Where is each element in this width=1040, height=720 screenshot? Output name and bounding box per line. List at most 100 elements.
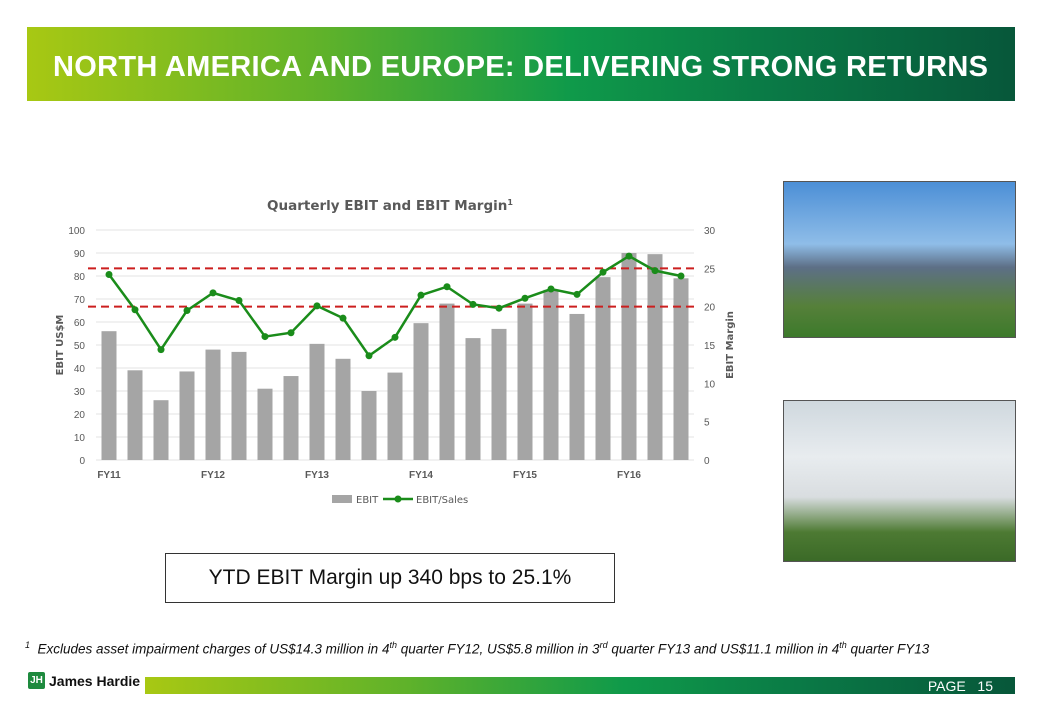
point-ebit-sales — [625, 252, 633, 260]
bar-ebit — [673, 278, 689, 460]
bar-ebit — [283, 376, 299, 460]
point-ebit-sales — [209, 289, 217, 297]
footnote-text: Excludes asset impairment charges of US$… — [37, 641, 390, 657]
point-ebit-sales — [261, 333, 269, 341]
x-tick-label: FY13 — [305, 470, 329, 481]
y-tick-label: 20 — [74, 410, 86, 421]
bar-ebit — [621, 253, 637, 460]
x-tick-label: FY16 — [617, 470, 641, 481]
footer-bar: PAGE 15 — [145, 677, 1015, 694]
legend-marker-ebit-sales — [394, 495, 402, 503]
house-photo-blue — [783, 181, 1016, 338]
bar-ebit — [439, 303, 455, 460]
y-tick-label: 0 — [79, 456, 85, 467]
point-ebit-sales — [131, 306, 139, 314]
footnote-marker: 1 — [25, 640, 31, 650]
y-tick-label: 80 — [74, 272, 86, 283]
ytd-margin-callout: YTD EBIT Margin up 340 bps to 25.1% — [165, 553, 615, 603]
point-ebit-sales — [417, 291, 425, 299]
ebit-chart: Quarterly EBIT and EBIT Margin1 01020304… — [55, 198, 736, 506]
point-ebit-sales — [651, 267, 659, 275]
x-tick-label: FY12 — [201, 470, 225, 481]
bar-ebit — [153, 400, 169, 460]
y-tick-label: 40 — [74, 364, 86, 375]
point-ebit-sales — [105, 270, 113, 278]
footnote-text: quarter FY12, US$5.8 million in 3 — [396, 641, 600, 657]
james-hardie-logo: JH James Hardie — [28, 672, 140, 689]
y-tick-label: 70 — [74, 295, 86, 306]
chart-title-footnote-marker: 1 — [507, 198, 513, 207]
page-label: PAGE — [927, 678, 966, 694]
bar-ebit — [335, 358, 351, 460]
bar-ebit — [517, 303, 533, 460]
bar-ebit — [205, 349, 221, 460]
legend-swatch-ebit — [332, 495, 352, 503]
point-ebit-sales — [599, 268, 607, 276]
jh-logo-icon: JH — [28, 672, 45, 689]
point-ebit-sales — [573, 290, 581, 298]
legend: EBIT EBIT/Sales — [332, 495, 468, 506]
y2-tick-label: 25 — [704, 264, 716, 275]
point-ebit-sales — [521, 294, 529, 302]
y-tick-label: 30 — [74, 387, 86, 398]
logo-name: James Hardie — [49, 672, 141, 689]
bar-ebit — [413, 323, 429, 460]
point-ebit-sales — [313, 302, 321, 310]
y-tick-label: 90 — [74, 249, 86, 260]
point-ebit-sales — [495, 304, 503, 312]
bar-ebit — [465, 338, 481, 460]
y2-tick-label: 30 — [704, 226, 716, 237]
y2-tick-label: 20 — [704, 303, 716, 314]
bar-ebit — [179, 371, 195, 460]
point-ebit-sales — [157, 346, 165, 354]
footnote-ordinal: th — [839, 640, 847, 650]
point-ebit-sales — [469, 300, 477, 308]
y2-axis-label: EBIT Margin — [725, 311, 736, 379]
bar-ebit — [387, 372, 403, 460]
bar-ebit — [569, 313, 585, 460]
point-ebit-sales — [365, 352, 373, 360]
y-tick-label: 10 — [74, 433, 86, 444]
chart-title-text: Quarterly EBIT and EBIT Margin — [267, 198, 507, 214]
point-ebit-sales — [547, 285, 555, 293]
y2-tick-label: 10 — [704, 379, 716, 390]
footnote-ordinal: rd — [599, 640, 608, 650]
legend-label-ebit: EBIT — [356, 495, 379, 506]
bar-ebit — [361, 391, 377, 460]
chart-title: Quarterly EBIT and EBIT Margin1 — [267, 198, 513, 214]
bar-ebit — [257, 388, 273, 460]
point-ebit-sales — [183, 307, 191, 314]
bar-ebit — [595, 277, 611, 460]
y2-tick-label: 15 — [704, 341, 716, 352]
point-ebit-sales — [287, 329, 295, 337]
house-photo-white — [783, 400, 1016, 562]
point-ebit-sales — [677, 272, 685, 280]
title-banner: NORTH AMERICA AND EUROPE: DELIVERING STR… — [27, 27, 1015, 101]
y2-tick-label: 0 — [704, 456, 710, 467]
bar-ebit — [543, 289, 559, 460]
point-ebit-sales — [391, 333, 399, 341]
bar-ebit — [127, 370, 143, 460]
bar-ebit — [491, 328, 507, 460]
point-ebit-sales — [339, 314, 347, 322]
footnote-text: quarter FY13 — [846, 641, 930, 657]
page-number-value: 15 — [977, 678, 993, 694]
footnote-text: quarter FY13 and US$11.1 million in 4 — [607, 641, 840, 657]
point-ebit-sales — [443, 283, 451, 291]
legend-label-ebit-sales: EBIT/Sales — [416, 495, 468, 506]
x-tick-label: FY11 — [97, 470, 121, 481]
bar-ebit — [231, 351, 247, 460]
y-tick-label: 50 — [74, 341, 86, 352]
bar-ebit — [647, 254, 663, 460]
footnote: 1 Excludes asset impairment charges of U… — [25, 640, 929, 657]
bar-ebit — [101, 331, 117, 460]
bar-ebit — [309, 343, 325, 460]
y2-tick-label: 5 — [704, 418, 710, 429]
point-ebit-sales — [235, 297, 243, 305]
page-title: NORTH AMERICA AND EUROPE: DELIVERING STR… — [53, 51, 989, 83]
y-axis-label: EBIT US$M — [55, 315, 66, 376]
footnote-ordinal: th — [389, 640, 397, 650]
x-tick-label: FY15 — [513, 470, 537, 481]
y-tick-label: 60 — [74, 318, 86, 329]
